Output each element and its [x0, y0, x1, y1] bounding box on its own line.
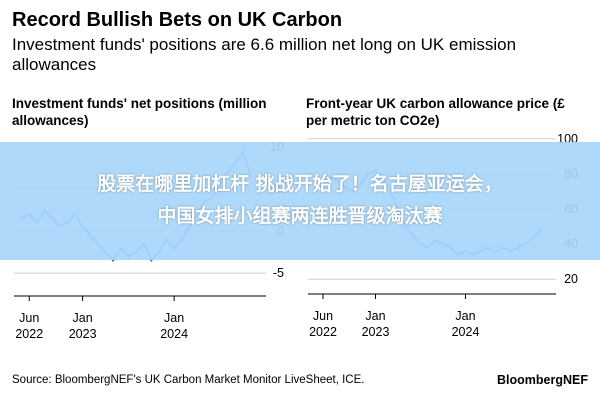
- y-tick-label: -5: [273, 266, 284, 280]
- right-panel-title: Front-year UK carbon allowance price (£ …: [306, 96, 565, 128]
- promo-banner[interactable]: 股票在哪里加杠杆 挑战开始了！名古屋亚运会， 中国女排小组赛两连胜晋级淘汰赛: [0, 142, 600, 260]
- x-tick-label: 2022: [15, 327, 43, 341]
- x-tick-label: Jan: [455, 309, 475, 323]
- x-tick-label: 2024: [452, 325, 480, 339]
- chart-subtitle: Investment funds' positions are 6.6 mill…: [12, 35, 517, 74]
- x-tick-label: 2023: [69, 327, 97, 341]
- brand-logo-text: BloombergNEF: [497, 373, 588, 387]
- chart-title: Record Bullish Bets on UK Carbon: [12, 9, 343, 31]
- source-note: Source: BloombergNEF's UK Carbon Market …: [12, 374, 365, 386]
- x-tick-label: 2022: [309, 325, 337, 339]
- left-panel-title: Investment funds' net positions (million…: [12, 96, 267, 128]
- promo-banner-text[interactable]: 股票在哪里加杠杆 挑战开始了！名古屋亚运会， 中国女排小组赛两连胜晋级淘汰赛: [97, 173, 503, 227]
- y-tick-label: 20: [564, 272, 578, 286]
- x-tick-label: 2024: [160, 327, 188, 341]
- x-tick-label: Jun: [313, 309, 333, 323]
- x-tick-label: Jun: [19, 311, 39, 325]
- x-tick-label: Jan: [365, 309, 385, 323]
- x-tick-label: Jan: [164, 311, 184, 325]
- x-tick-label: 2023: [362, 325, 390, 339]
- x-tick-label: Jan: [73, 311, 93, 325]
